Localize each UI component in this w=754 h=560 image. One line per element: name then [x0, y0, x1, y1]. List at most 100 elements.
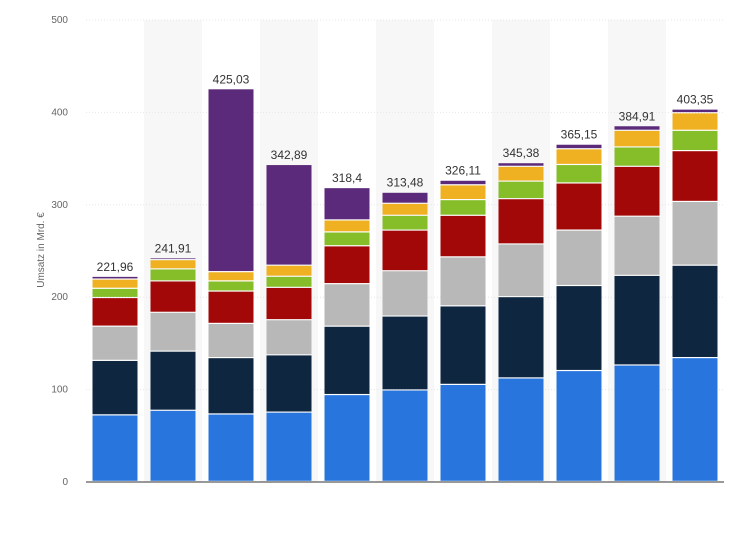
- bar-segment: [150, 351, 196, 410]
- bar-segment: [440, 384, 486, 481]
- bar-segment: [556, 371, 602, 481]
- bar-segment: [498, 297, 544, 378]
- bar-segment: [382, 230, 428, 271]
- bar-segment: [614, 275, 660, 365]
- y-tick-label: 100: [51, 385, 68, 396]
- bar-segment: [382, 215, 428, 230]
- y-axis-title: Umsatz in Mrd. €: [36, 212, 47, 288]
- bar-stacks: [92, 89, 718, 481]
- bar-segment: [324, 395, 370, 481]
- bar-segment: [382, 271, 428, 316]
- bar-segment: [92, 298, 138, 326]
- bar-segment: [150, 258, 196, 260]
- bar-total-label: 241,91: [155, 241, 192, 255]
- bar-segment: [382, 390, 428, 481]
- bar-segment: [208, 323, 254, 357]
- bar-segment: [556, 286, 602, 370]
- bar-segment: [498, 166, 544, 181]
- bar-segment: [382, 316, 428, 390]
- bar-total-label: 318,4: [332, 171, 362, 185]
- y-tick-label: 0: [62, 477, 68, 488]
- bar-segment: [266, 265, 312, 276]
- bar-segment: [208, 272, 254, 281]
- bar-segment: [556, 230, 602, 285]
- bar-segment: [92, 276, 138, 279]
- y-tick-label: 300: [51, 200, 68, 211]
- bar-segment: [266, 320, 312, 355]
- bar-segment: [440, 306, 486, 384]
- bar-segment: [324, 284, 370, 326]
- bar-segment: [150, 312, 196, 351]
- bar-segment: [614, 130, 660, 147]
- bar-total-label: 221,96: [97, 260, 134, 274]
- bar-segment: [324, 220, 370, 232]
- bar-segment: [266, 276, 312, 287]
- bar-segment: [266, 355, 312, 412]
- bar-segment: [150, 260, 196, 269]
- bar-total-label: 313,48: [387, 175, 424, 189]
- bar-total-label: 365,15: [561, 128, 598, 142]
- bar-segment: [92, 360, 138, 415]
- bar-segment: [498, 163, 544, 166]
- bar-segment: [92, 288, 138, 297]
- bar-segment: [208, 291, 254, 323]
- bar-segment: [324, 232, 370, 246]
- bar-segment: [324, 246, 370, 284]
- bar-segment: [672, 113, 718, 130]
- bar-segment: [498, 199, 544, 244]
- bar-segment: [614, 126, 660, 130]
- bar-segment: [498, 244, 544, 296]
- bar-segment: [324, 188, 370, 220]
- bar-segment: [150, 281, 196, 312]
- bar-segment: [150, 269, 196, 281]
- bar-segment: [440, 257, 486, 306]
- bar-segment: [324, 326, 370, 394]
- bar-segment: [672, 151, 718, 201]
- bar-segment: [556, 149, 602, 164]
- bar-segment: [382, 203, 428, 215]
- y-axis: 0 100 200 300 400 500: [51, 15, 68, 488]
- bar-segment: [382, 192, 428, 203]
- bar-segment: [440, 215, 486, 257]
- y-tick-label: 200: [51, 292, 68, 303]
- bar-segment: [614, 166, 660, 216]
- bar-segment: [556, 165, 602, 183]
- bar-segment: [556, 144, 602, 149]
- bar-segment: [440, 200, 486, 215]
- bar-segment: [208, 89, 254, 272]
- bar-segment: [92, 415, 138, 481]
- bar-segment: [614, 365, 660, 481]
- bar-total-label: 345,38: [503, 146, 540, 160]
- bar-segment: [92, 279, 138, 288]
- bar-segment: [150, 410, 196, 481]
- bar-segment: [498, 378, 544, 481]
- bar-segment: [672, 358, 718, 481]
- y-tick-label: 500: [51, 15, 68, 26]
- bar-segment: [92, 326, 138, 360]
- bar-segment: [672, 202, 718, 265]
- bar-segment: [556, 183, 602, 230]
- bar-segment: [266, 287, 312, 320]
- y-tick-label: 400: [51, 107, 68, 118]
- bar-total-label: 384,91: [619, 109, 656, 123]
- bar-segment: [672, 130, 718, 151]
- bar-segment: [614, 216, 660, 275]
- bar-segment: [440, 180, 486, 185]
- bar-segment: [440, 185, 486, 199]
- bar-total-label: 425,03: [213, 72, 250, 86]
- bar-total-label: 326,11: [445, 164, 481, 178]
- bar-segment: [266, 165, 312, 265]
- bar-segment: [208, 358, 254, 414]
- bar-segment: [266, 412, 312, 481]
- bar-total-label: 342,89: [271, 148, 308, 162]
- bar-segment: [498, 181, 544, 199]
- bar-segment: [672, 109, 718, 113]
- total-labels: 221,96 241,91 425,03 342,89 318,4 313,48 326,1…: [97, 72, 714, 274]
- bar-segment: [614, 147, 660, 166]
- bar-segment: [672, 265, 718, 357]
- bar-total-label: 403,35: [677, 92, 714, 106]
- bar-segment: [208, 414, 254, 481]
- bar-segment: [208, 281, 254, 291]
